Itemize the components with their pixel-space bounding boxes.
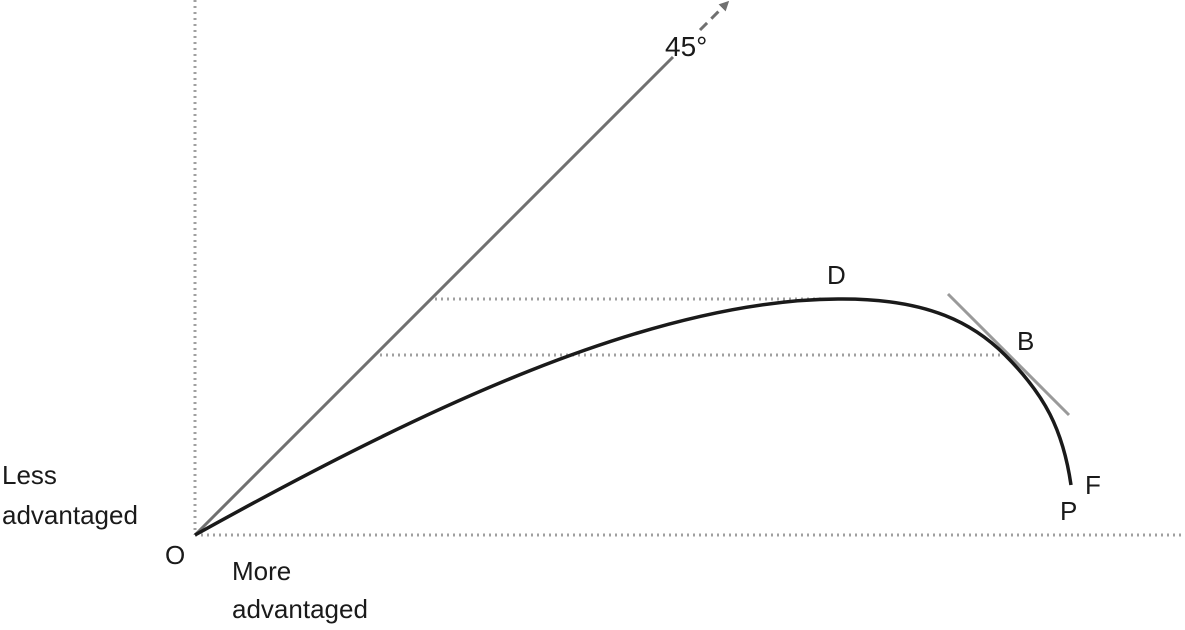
vertical-axis-label-line1: Less bbox=[2, 460, 57, 490]
horizontal-axis-label-line1: More bbox=[232, 556, 292, 586]
horizontal-axis-label-line2: advantaged bbox=[232, 594, 368, 624]
angle-label: 45° bbox=[665, 31, 708, 62]
point-label-d: D bbox=[827, 260, 846, 290]
diagonal-arrow bbox=[698, 0, 730, 32]
point-label-p: P bbox=[1060, 496, 1078, 526]
diagonal-45-line bbox=[193, 55, 675, 537]
frontier-curve bbox=[194, 297, 1073, 537]
point-label-b: B bbox=[1017, 326, 1035, 356]
point-label-origin: O bbox=[165, 540, 186, 570]
tangent-line-b bbox=[946, 292, 1071, 417]
point-label-f: F bbox=[1085, 470, 1101, 500]
vertical-axis-label-line2: advantaged bbox=[2, 500, 138, 530]
